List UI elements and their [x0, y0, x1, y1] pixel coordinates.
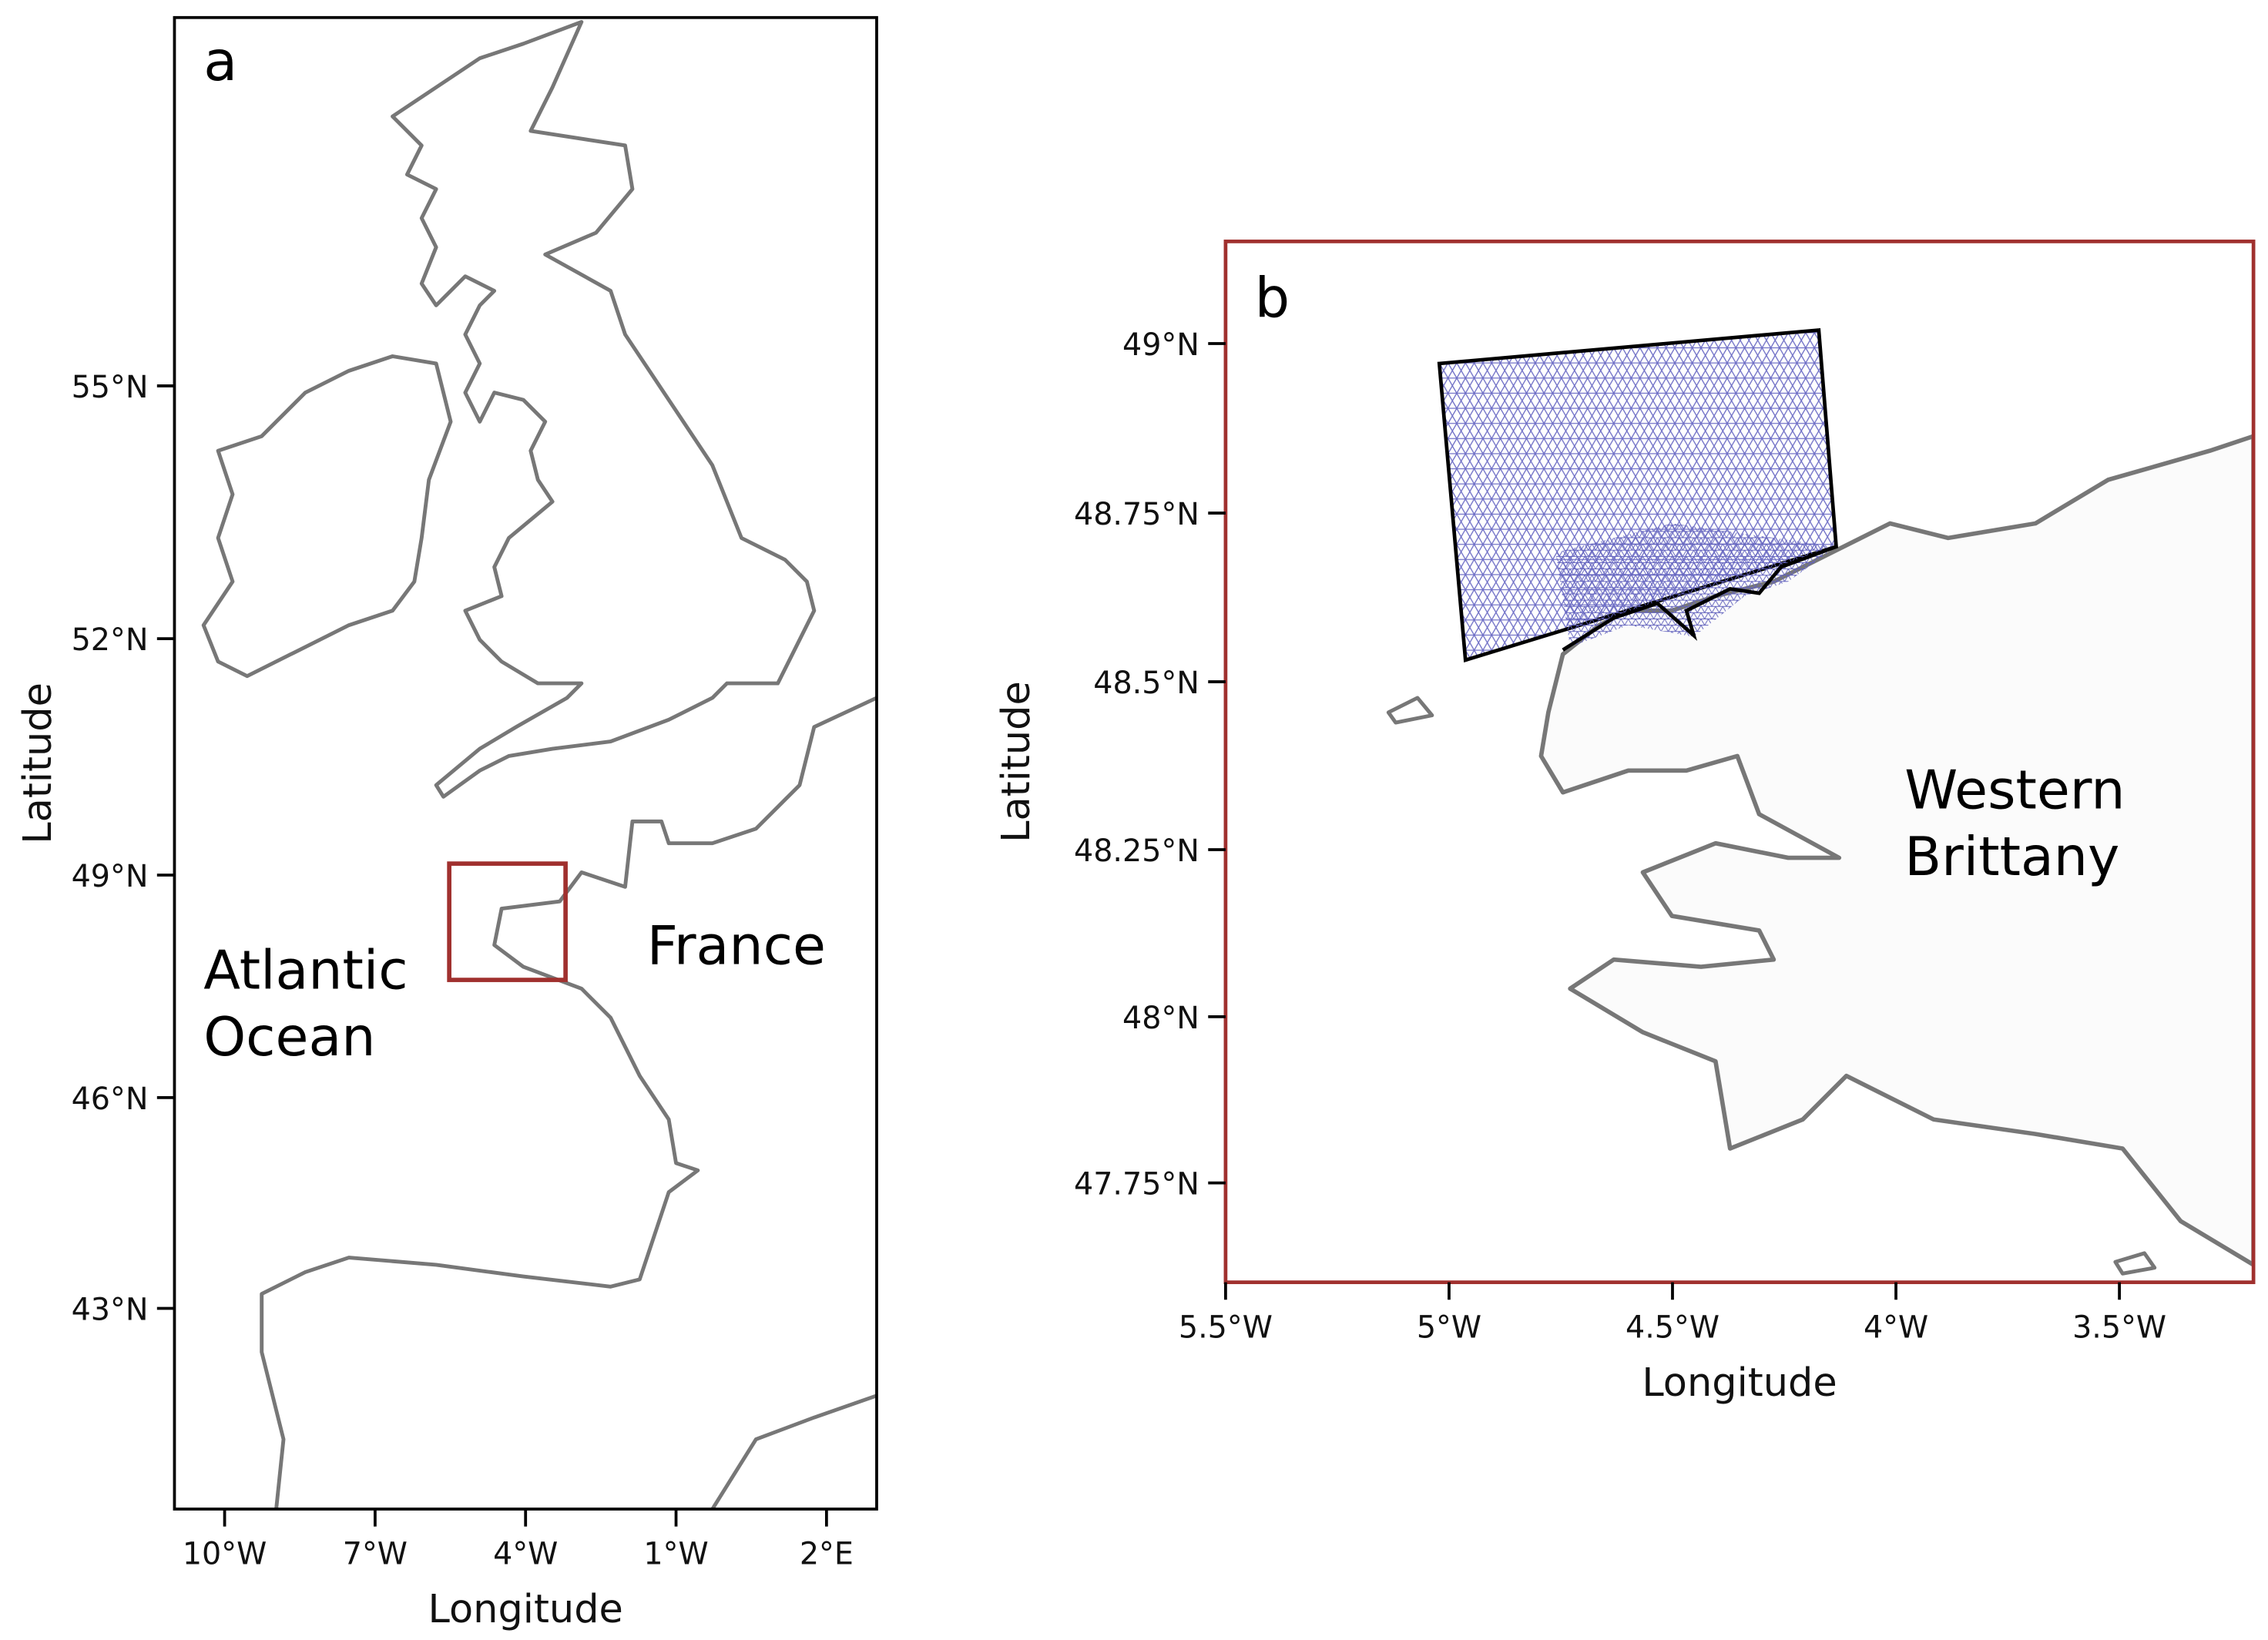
x-tick-label: 2°E	[800, 1537, 854, 1572]
y-tick-label: 55°N	[72, 370, 149, 405]
frame-b	[1223, 240, 2256, 1284]
inset-box	[447, 861, 568, 982]
annotation: Brittany	[1904, 826, 2119, 888]
x-tick-label: 1°W	[643, 1537, 708, 1572]
annotation: Ocean	[203, 1006, 375, 1068]
x-tick-label: 10°W	[183, 1537, 267, 1572]
y-tick-label: 48.25°N	[1074, 833, 1199, 869]
coastlines-a	[201, 19, 877, 1510]
x-tick-label: 7°W	[343, 1537, 408, 1572]
y-tick-label: 48°N	[1122, 1001, 1199, 1036]
x-tick-label: 4°W	[493, 1537, 558, 1572]
x-tick-label: 4.5°W	[1626, 1310, 1719, 1345]
y-tick-label: 48.5°N	[1093, 666, 1199, 701]
x-axis-label: Longitude	[428, 1587, 623, 1632]
y-tick-label: 46°N	[72, 1082, 149, 1117]
annotation: Atlantic	[203, 939, 408, 1001]
y-tick-label: 52°N	[72, 622, 149, 658]
y-axis-label: Latitude	[994, 681, 1039, 843]
panel-letter: b	[1255, 266, 1290, 330]
y-tick-label: 43°N	[72, 1293, 149, 1328]
x-tick-label: 5°W	[1417, 1310, 1481, 1345]
x-tick-label: 4°W	[1864, 1310, 1928, 1345]
annotation: Western	[1904, 759, 2125, 821]
y-tick-label: 49°N	[1122, 327, 1199, 363]
y-tick-label: 47.75°N	[1074, 1167, 1199, 1202]
panel-letter: a	[203, 29, 237, 93]
y-axis-label: Latitude	[15, 682, 61, 844]
y-tick-label: 48.75°N	[1074, 497, 1199, 532]
coastlines-b	[1386, 327, 2254, 1276]
x-tick-label: 3.5°W	[2072, 1310, 2166, 1345]
y-tick-label: 49°N	[72, 859, 149, 894]
x-tick-label: 5.5°W	[1179, 1310, 1273, 1345]
x-axis-label: Longitude	[1642, 1360, 1837, 1406]
annotation: France	[647, 914, 826, 977]
